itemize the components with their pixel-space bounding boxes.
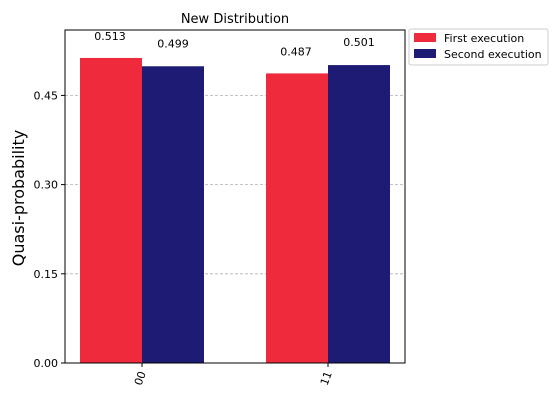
- bar-first-execution-11: [266, 73, 328, 363]
- legend: First execution Second execution: [408, 28, 549, 66]
- y-tick-label: 0.45: [34, 89, 59, 102]
- legend-swatch: [414, 49, 436, 58]
- y-tick-label: 0.15: [34, 268, 59, 281]
- bar-value-label: 0.499: [157, 37, 189, 50]
- bars: [80, 57, 390, 364]
- value-labels: 0.513 0.499 0.487 0.501: [94, 30, 375, 58]
- x-tick-label: 11: [318, 370, 335, 388]
- y-axis-ticks: 0.00 0.15 0.30 0.45: [34, 89, 65, 370]
- x-axis-ticks: 00 11: [132, 363, 335, 387]
- bar-value-label: 0.487: [280, 45, 312, 58]
- bar-first-execution-00: [80, 57, 142, 364]
- chart-title: New Distribution: [181, 12, 289, 27]
- bar-value-label: 0.513: [94, 30, 126, 43]
- plot-frame: [64, 29, 406, 364]
- legend-swatch: [414, 33, 436, 42]
- y-tick-label: 0.00: [34, 357, 59, 370]
- legend-frame: [408, 28, 549, 66]
- y-tick-label: 0.30: [34, 179, 59, 192]
- bar-second-execution-00: [142, 66, 204, 363]
- y-axis-label: Quasi-probability: [9, 130, 28, 266]
- legend-label: Second execution: [444, 48, 542, 61]
- legend-label: First execution: [444, 32, 524, 45]
- x-tick-label: 00: [132, 370, 149, 388]
- bar-second-execution-11: [328, 65, 390, 364]
- bar-value-label: 0.501: [343, 36, 375, 49]
